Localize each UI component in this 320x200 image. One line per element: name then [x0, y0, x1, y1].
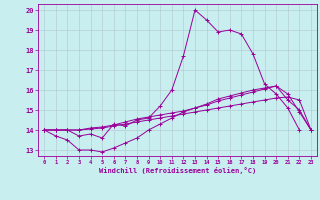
X-axis label: Windchill (Refroidissement éolien,°C): Windchill (Refroidissement éolien,°C): [99, 167, 256, 174]
